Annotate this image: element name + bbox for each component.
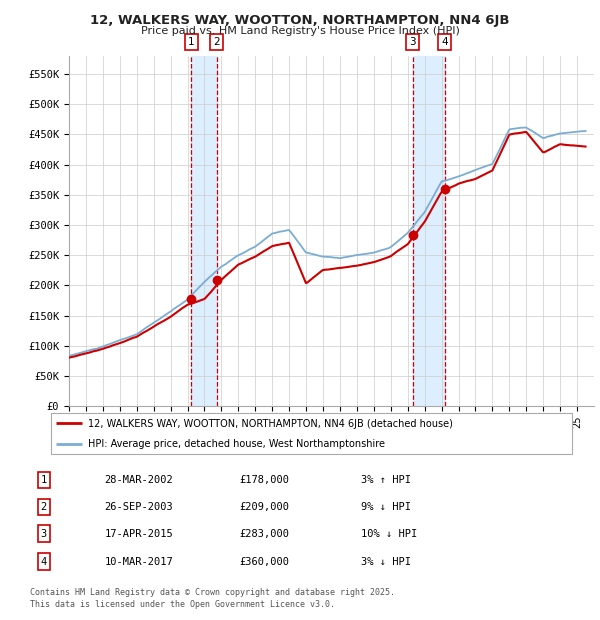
Text: 17-APR-2015: 17-APR-2015 bbox=[104, 528, 173, 539]
Text: 2: 2 bbox=[214, 37, 220, 46]
Text: 3% ↓ HPI: 3% ↓ HPI bbox=[361, 557, 411, 567]
Text: 26-SEP-2003: 26-SEP-2003 bbox=[104, 502, 173, 512]
Text: 12, WALKERS WAY, WOOTTON, NORTHAMPTON, NN4 6JB: 12, WALKERS WAY, WOOTTON, NORTHAMPTON, N… bbox=[90, 14, 510, 27]
Text: 1: 1 bbox=[41, 475, 47, 485]
Text: Contains HM Land Registry data © Crown copyright and database right 2025.: Contains HM Land Registry data © Crown c… bbox=[30, 588, 395, 597]
Text: 3% ↑ HPI: 3% ↑ HPI bbox=[361, 475, 411, 485]
Text: 10-MAR-2017: 10-MAR-2017 bbox=[104, 557, 173, 567]
Text: Price paid vs. HM Land Registry's House Price Index (HPI): Price paid vs. HM Land Registry's House … bbox=[140, 26, 460, 36]
Text: 12, WALKERS WAY, WOOTTON, NORTHAMPTON, NN4 6JB (detached house): 12, WALKERS WAY, WOOTTON, NORTHAMPTON, N… bbox=[88, 418, 452, 428]
Text: 10% ↓ HPI: 10% ↓ HPI bbox=[361, 528, 418, 539]
Text: £360,000: £360,000 bbox=[240, 557, 290, 567]
Text: 28-MAR-2002: 28-MAR-2002 bbox=[104, 475, 173, 485]
Bar bbox=[413, 56, 445, 406]
Bar bbox=[191, 56, 217, 406]
Text: 3: 3 bbox=[41, 528, 47, 539]
Text: £178,000: £178,000 bbox=[240, 475, 290, 485]
Text: 4: 4 bbox=[41, 557, 47, 567]
Text: 4: 4 bbox=[442, 37, 448, 46]
Text: HPI: Average price, detached house, West Northamptonshire: HPI: Average price, detached house, West… bbox=[88, 439, 385, 449]
Text: 9% ↓ HPI: 9% ↓ HPI bbox=[361, 502, 411, 512]
Text: £209,000: £209,000 bbox=[240, 502, 290, 512]
Text: 1: 1 bbox=[188, 37, 195, 46]
FancyBboxPatch shape bbox=[50, 413, 572, 454]
Text: 3: 3 bbox=[409, 37, 416, 46]
Text: £283,000: £283,000 bbox=[240, 528, 290, 539]
Text: 2: 2 bbox=[41, 502, 47, 512]
Text: This data is licensed under the Open Government Licence v3.0.: This data is licensed under the Open Gov… bbox=[30, 600, 335, 609]
